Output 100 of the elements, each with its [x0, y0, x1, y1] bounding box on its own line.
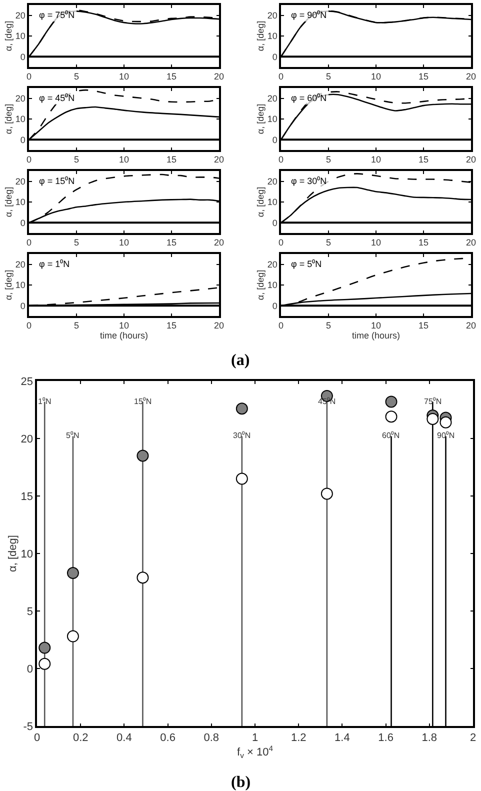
ref-line-label: 30⁰N [233, 431, 251, 440]
y-tick-label: 20 [15, 10, 26, 20]
x-tick-label: 20 [214, 238, 224, 248]
text: φ = 75⁰N [39, 10, 75, 20]
x-tick-label: 20 [466, 154, 476, 165]
x-tick-label: 10 [118, 320, 130, 331]
text: φ = 60⁰N [291, 93, 327, 103]
x-tick-label: 1.4 [334, 732, 350, 744]
x-tick-label: 10 [118, 238, 130, 248]
x-tick-label: 20 [466, 238, 476, 248]
x-tick-label: 15 [418, 238, 429, 248]
x-tick-label: 10 [118, 154, 130, 165]
x-tick-label: 20 [466, 72, 476, 82]
x-tick-label: 5 [74, 320, 80, 331]
y-tick-label: 0 [272, 134, 278, 145]
point [66, 567, 79, 580]
y-tick-label: 20 [267, 259, 278, 270]
y-tick-label: 10 [267, 31, 278, 42]
point [136, 450, 149, 462]
x-tick-label: 15 [166, 72, 177, 82]
x-tick-label: 5 [326, 238, 332, 248]
x-tick-label: 20 [214, 154, 224, 165]
y-tick-label: 10 [267, 280, 278, 290]
x-tick-label: 0.4 [116, 732, 132, 744]
y-tick-label: 0 [20, 134, 26, 145]
x-tick-label: 5 [326, 154, 332, 165]
y-axis-title: α, [deg] [255, 20, 266, 52]
y-tick-label: 10 [15, 31, 26, 42]
y-axis-title: α, [deg] [3, 186, 14, 218]
y-tick-label: 10 [15, 197, 26, 208]
x-axis-title: time (hours) [352, 330, 400, 341]
x-axis-title: f$_{v}$ × 10$^{4}$ [237, 744, 274, 760]
point [236, 402, 248, 415]
y-axis-title: α, [deg] [255, 104, 266, 134]
point [385, 396, 398, 408]
point [236, 472, 248, 485]
text: φ = 30⁰N [291, 176, 327, 186]
x-tick-label: 20 [214, 72, 224, 82]
y-tick-label: 0 [20, 218, 26, 228]
y-tick-label: 10 [15, 114, 26, 124]
x-tick-label: 10 [370, 154, 382, 165]
x-tick-label: 5 [74, 72, 80, 82]
x-tick-label: 20 [214, 320, 224, 331]
ref-line-label: 75⁰N [424, 397, 442, 406]
y-tick-label: 0 [272, 52, 278, 62]
y-tick-label: 5 [26, 606, 34, 618]
y-axis-title: α, [deg] [6, 535, 19, 572]
x-tick-label: 5 [326, 320, 332, 331]
text: φ = 90⁰N [291, 10, 327, 20]
y-axis-title: α, [deg] [255, 186, 266, 218]
x-tick-label: 1.2 [290, 732, 306, 744]
y-tick-label: 0 [20, 300, 26, 311]
y-tick-label: 20 [20, 433, 34, 446]
y-tick-label: 20 [267, 176, 278, 186]
y-tick-label: 20 [15, 259, 26, 270]
text: φ = 5⁰N [291, 259, 322, 269]
x-tick-label: 15 [418, 320, 429, 331]
x-tick-label: 0.6 [160, 732, 176, 744]
y-axis-title: α, [deg] [3, 104, 14, 134]
x-tick-label: 1 [252, 732, 258, 744]
y-tick-label: -5 [23, 720, 34, 733]
ref-line-label: 15⁰N [134, 397, 152, 406]
ref-line-label: 1⁰N [38, 397, 52, 406]
text: φ = 1⁰N [39, 259, 70, 269]
x-tick-label: 15 [166, 320, 177, 331]
y-tick-label: 0 [26, 663, 34, 676]
y-tick-label: 20 [15, 93, 26, 104]
y-axis-title: α, [deg] [3, 270, 14, 300]
y-tick-label: 10 [267, 114, 278, 124]
x-tick-label: 15 [166, 154, 177, 165]
x-tick-label: 0.2 [72, 732, 88, 744]
x-tick-label: 10 [370, 238, 382, 248]
point [440, 416, 452, 428]
y-tick-label: 0 [272, 218, 278, 228]
y-axis-title: α, [deg] [3, 20, 14, 52]
x-tick-label: 1.6 [378, 732, 394, 744]
y-tick-label: 0 [272, 300, 278, 311]
x-tick-label: 15 [166, 238, 177, 248]
x-tick-label: 1.8 [422, 732, 438, 744]
point [38, 642, 51, 654]
y-tick-label: 20 [267, 93, 278, 104]
y-tick-label: 10 [20, 548, 34, 560]
point [320, 488, 333, 500]
text: (b) [231, 774, 251, 791]
x-tick-label: 15 [418, 72, 429, 82]
point [136, 572, 149, 584]
x-tick-label: 0.8 [204, 732, 220, 744]
x-tick-label: 2 [470, 732, 476, 744]
x-tick-label: 5 [326, 72, 332, 82]
y-tick-label: 10 [15, 280, 26, 290]
x-tick-label: 10 [370, 320, 382, 331]
text: (a) [231, 352, 250, 369]
y-tick-label: 10 [267, 197, 278, 208]
x-tick-label: 10 [118, 72, 130, 82]
x-axis-title: time (hours) [100, 330, 148, 341]
point [426, 412, 439, 425]
y-tick-label: 20 [15, 176, 26, 186]
ref-line-label: 5⁰N [66, 431, 80, 440]
y-tick-label: 20 [267, 10, 278, 20]
ref-line-label: 90⁰N [437, 431, 455, 440]
